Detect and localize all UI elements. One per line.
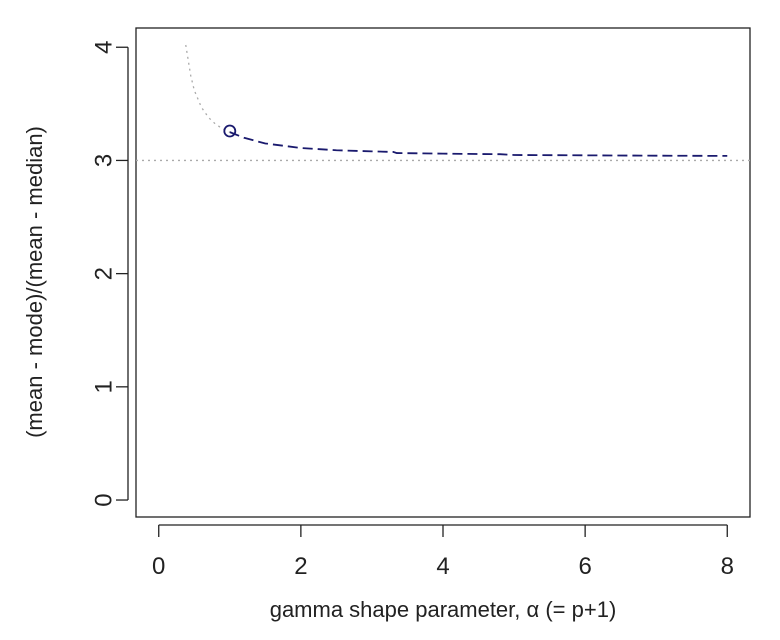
series-line-1: [229, 131, 728, 157]
series-layer: [136, 44, 750, 162]
y-tick-label: 4: [90, 41, 117, 54]
y-tick-label: 2: [90, 267, 117, 280]
y-tick-label: 1: [90, 380, 117, 393]
y-tick-label: 0: [90, 493, 117, 506]
y-axis-title: (mean - mode)/(mean - median): [22, 126, 47, 438]
x-axis-title: gamma shape parameter, α (= p+1): [270, 597, 617, 622]
plot-frame: [135, 27, 751, 518]
y-tick-label: 3: [90, 154, 117, 167]
x-tick-label: 8: [721, 553, 734, 580]
x-tick-label: 0: [152, 553, 165, 580]
axis-layer: 0 2 4 6 8 0 1 2 3 4: [90, 41, 734, 580]
data-point-0: [223, 124, 237, 138]
x-tick-label: 6: [578, 553, 591, 580]
x-tick-label: 4: [436, 553, 449, 580]
x-tick-label: 2: [294, 553, 307, 580]
